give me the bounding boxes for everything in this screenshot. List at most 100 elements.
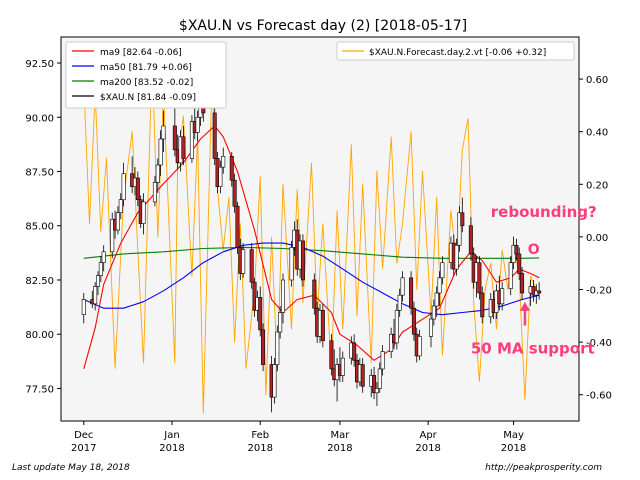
candle-down [172,125,177,151]
legend-label-forecast: $XAU.N.Forecast.day.2.vt [-0.06 +0.32] [369,48,546,58]
legend-label-xau: $XAU.N [81.84 -0.09] [100,93,196,103]
candle-up [218,166,223,187]
left-axis-tick-label: 77.50 [25,384,54,395]
candle-down [300,240,305,281]
candle-down [480,292,485,318]
candle-up [241,249,246,274]
candle-up [377,368,382,389]
candle-up [374,388,379,394]
candle-up [161,125,166,140]
left-axis-tick-label: 92.50 [25,59,54,70]
legend-right: $XAU.N.Forecast.day.2.vt [-0.06 +0.32] [336,41,575,61]
x-axis-tick-label-year: 2018 [159,443,184,454]
x-axis-tick-label-month: Jan [163,430,179,441]
candle-up [428,318,433,337]
left-axis-tick-label: 85.00 [25,222,54,233]
candle-up [158,138,163,166]
candle-up [152,182,157,203]
candle-up [195,116,200,133]
candle-up [110,218,115,253]
candle-up [280,279,285,313]
candle-down [468,225,473,255]
candles-layer [81,91,542,413]
x-axis-tick-label-year: 2018 [415,443,440,454]
left-axis-tick-label: 87.50 [25,168,54,179]
candle-up [272,364,277,398]
candle-down [411,307,416,335]
ma50-line [83,242,540,316]
candle-down [212,112,217,159]
candle-up [500,288,505,305]
candle-down [232,179,237,207]
left-axis-tick-label: 82.50 [25,276,54,287]
candle-up [431,305,436,320]
candle-up [275,331,280,365]
annotation-50ma-support: 50 MA support [471,340,595,358]
x-axis-tick-label-month: Feb [251,430,269,441]
candle-down [514,244,519,255]
annotation-arrow-head [519,301,530,311]
candle-up [115,212,120,231]
candle-up [101,251,106,263]
right-axis-tick-label: 0.60 [586,75,608,86]
legend-right-box [336,41,575,61]
candle-up [437,277,442,294]
x-axis-tick-label-year: 2018 [327,443,352,454]
x-axis-tick-label-month: Mar [330,430,350,441]
legend-label-ma200: ma200 [83.52 -0.02] [100,78,193,88]
right-axis-tick-label: 0.00 [586,233,608,244]
candle-up [397,294,402,311]
candle-up [278,312,283,333]
x-axis-tick-label-month: May [503,430,524,441]
right-axis: -0.60 -0.40 -0.20 0.00 0.20 0.40 0.60 [579,75,612,402]
footer-last-update: Last update May 18, 2018 [12,463,130,473]
x-axis-tick-label-year: 2017 [71,443,96,454]
right-axis-tick-label: 0.40 [586,128,608,139]
annotations-layer: rebounding? 50 MA support O [471,203,597,358]
x-axis-tick-label-year: 2018 [248,443,273,454]
candle-up [434,292,439,307]
candle-up [96,275,101,287]
legend-left: ma9 [82.64 -0.06] ma50 [81.79 +0.06] ma2… [65,41,227,109]
candle-down [181,136,186,159]
candle-up [289,247,294,281]
left-axis-tick-label: 80.00 [25,330,54,341]
x-axis-tick-label-month: Apr [419,430,437,441]
candle-down [537,290,542,294]
candle-down [249,249,254,283]
candle-down [235,205,240,248]
annotation-circle-marker: O [528,242,540,258]
candle-up [340,357,345,376]
right-axis-tick-label: -0.60 [586,391,612,402]
candle-down [372,375,377,394]
right-axis-tick-label: 0.20 [586,180,608,191]
x-axis-tick-label-year: 2018 [501,443,526,454]
x-axis: Dec 2017 Jan 2018 Feb 2018 Mar 2018 Apr 2018 May 20… [71,421,526,454]
ma200-line [83,246,540,259]
candle-up [440,262,445,279]
left-axis: 77.50 80.00 82.50 85.00 87.50 90.00 92.50 [25,59,61,395]
candle-up [118,199,123,214]
candle-down [329,340,334,370]
candle-up [454,244,459,270]
candle-up [417,336,422,357]
candle-down [258,297,263,331]
candle-up [508,262,513,289]
candle-up [457,212,462,246]
candle-up [380,351,385,370]
candle-up [155,164,160,183]
candle-down [477,262,482,294]
candle-down [520,273,525,294]
legend-left-box [65,41,227,109]
right-axis-tick-label: -0.20 [586,285,612,296]
candle-down [135,177,140,201]
candle-up [394,310,399,344]
candle-up [98,262,103,276]
candle-down [252,281,257,311]
candle-down [517,253,522,274]
candle-down [320,310,325,342]
annotation-rebounding: rebounding? [491,203,597,221]
candle-down [312,279,317,309]
legend-label-ma50: ma50 [81.79 +0.06] [100,63,192,73]
